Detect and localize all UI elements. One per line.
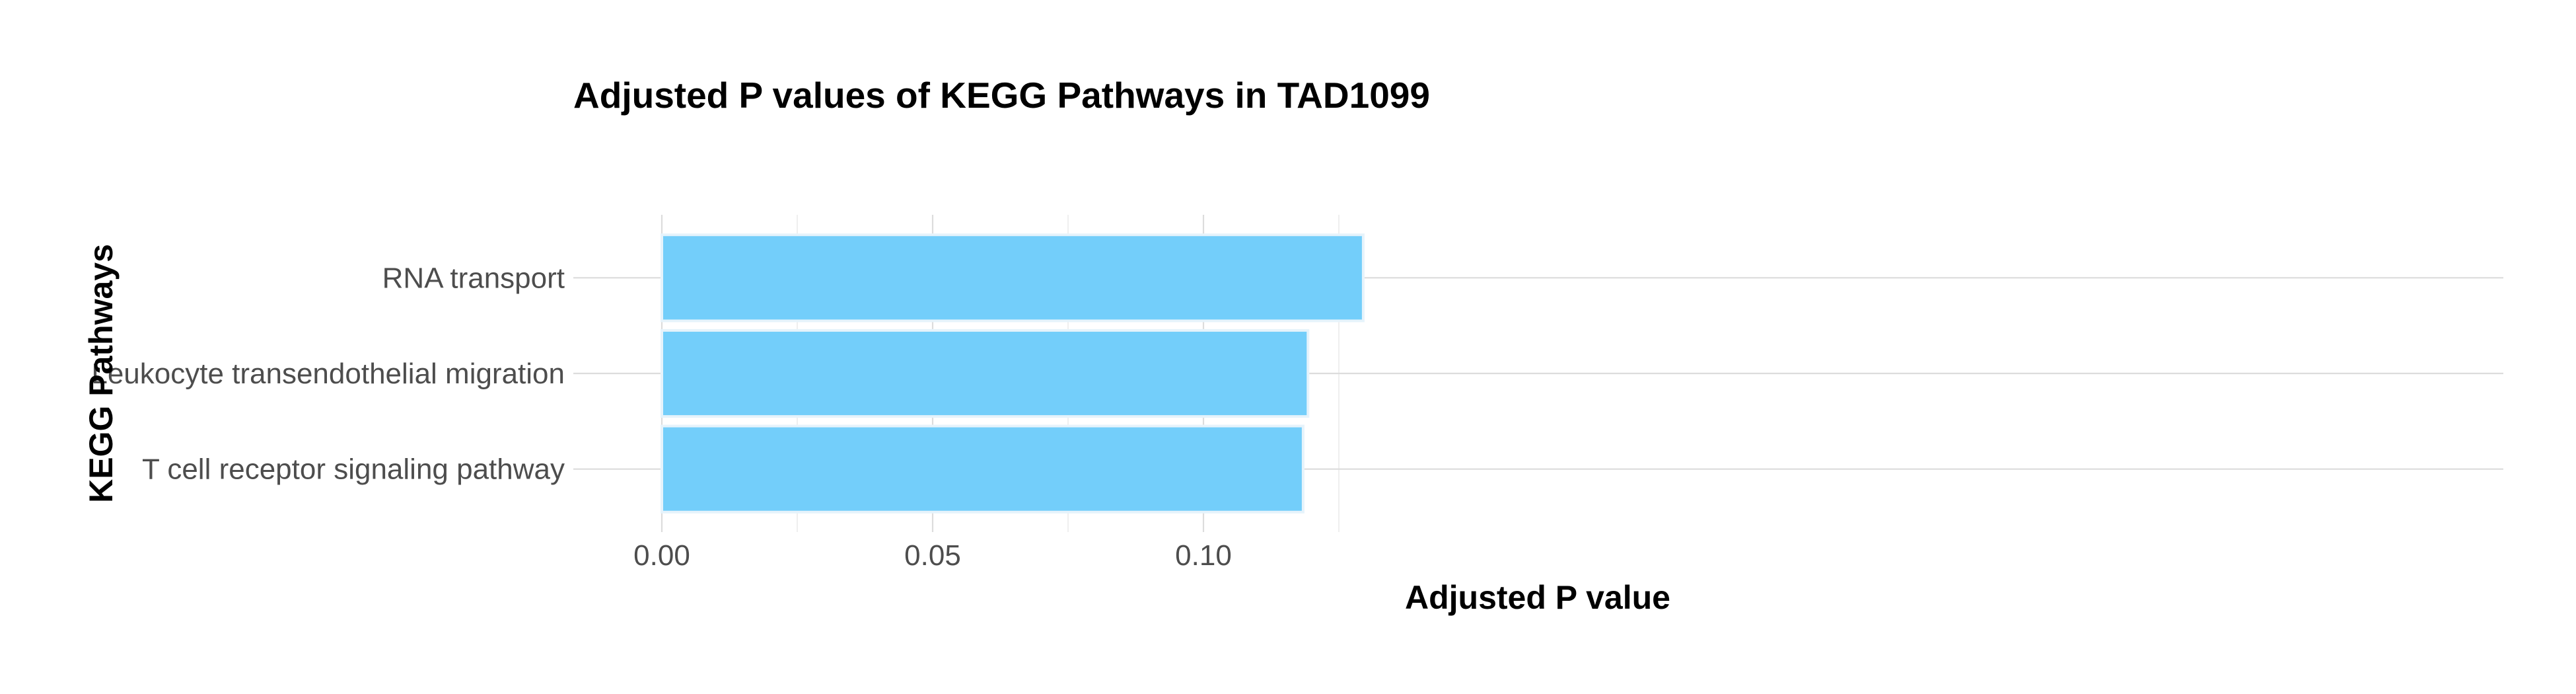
y-axis-title: KEGG Pathways [83,244,120,503]
x-tick-label: 0.00 [633,539,690,572]
y-tick-label: T cell receptor signaling pathway [142,453,565,486]
x-tick-labels: 0.00 0.05 0.10 [633,539,1232,572]
x-tick-label: 0.10 [1175,539,1232,572]
y-tick-label: RNA transport [382,262,565,294]
y-tick-label: Leukocyte transendothelial migration [91,358,565,390]
y-tick-labels: RNA transport Leukocyte transendothelial … [91,262,565,485]
x-tick-label: 0.05 [904,539,961,572]
bars [661,233,1365,514]
chart-title: Adjusted P values of KEGG Pathways in TA… [573,75,1430,116]
bar [661,233,1365,323]
bar [661,328,1310,418]
x-axis-title: Adjusted P value [1405,579,1670,616]
bar [661,424,1305,514]
